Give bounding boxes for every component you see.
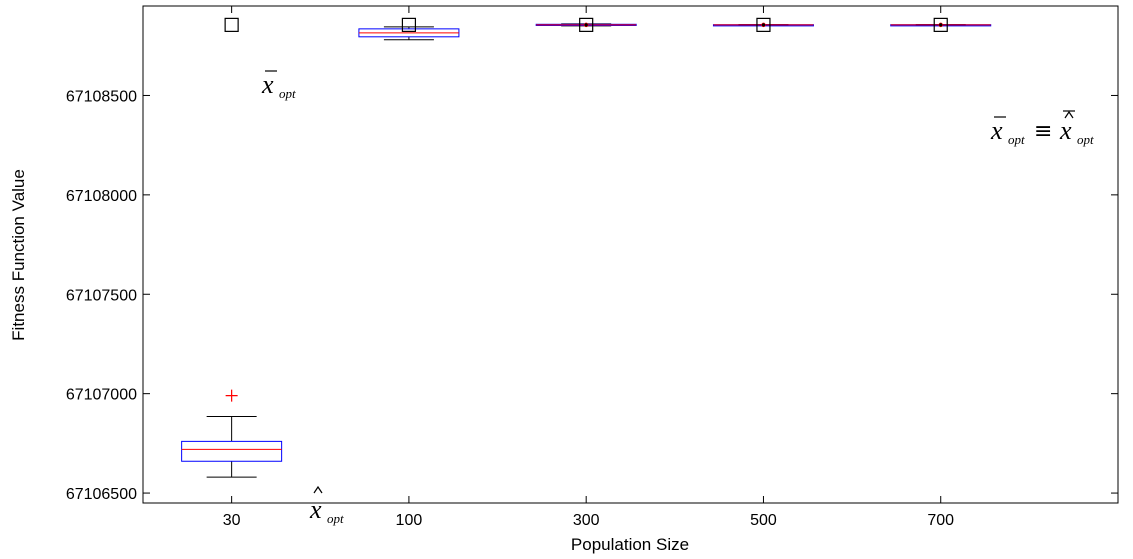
- x-axis-title: Population Size: [571, 535, 689, 554]
- plot-area: [142, 5, 1119, 504]
- y-axis: 67106500 67107000 67107500 67108000 67108500: [66, 88, 1118, 503]
- y-tick-label: 67107500: [66, 287, 137, 304]
- y-tick-label: 67108500: [66, 88, 137, 105]
- y-axis-title: Fitness Function Value: [9, 169, 28, 341]
- equiv-right-accent-hat: [1064, 110, 1074, 119]
- xbar-base: x: [261, 70, 274, 99]
- xhat-accent: [313, 485, 323, 494]
- equiv-right-sub: opt: [1077, 132, 1094, 147]
- x-tick-label: 100: [396, 512, 423, 529]
- x-axis: 30 100 300 500 700: [223, 6, 954, 529]
- x-tick-label: 300: [573, 512, 600, 529]
- equiv-left-base: x: [990, 116, 1003, 145]
- mean-marker-dot: [939, 23, 943, 27]
- y-tick-label: 67108000: [66, 188, 137, 205]
- xbar-sub: opt: [279, 86, 296, 101]
- x-tick-label: 500: [750, 512, 777, 529]
- equiv-relation: ≡: [1034, 119, 1052, 144]
- xhat-base: x: [309, 495, 322, 524]
- x-tick-label: 700: [927, 512, 954, 529]
- mean-marker-dot: [584, 23, 588, 27]
- equiv-right-base: x: [1059, 116, 1072, 145]
- x-tick-label: 30: [223, 512, 241, 529]
- mean-marker-square: [579, 17, 594, 32]
- mean-marker-square: [224, 17, 239, 32]
- box-30: [181, 389, 283, 478]
- box-body: [181, 440, 283, 462]
- xhat-opt-annotation: x opt: [309, 485, 344, 526]
- mean-marker-square: [933, 17, 948, 32]
- box-100: [358, 26, 460, 41]
- y-tick-label: 67106500: [66, 486, 137, 503]
- xbar-opt-annotation: x opt: [261, 70, 296, 101]
- mean-marker-square: [401, 17, 417, 32]
- y-tick-label: 67107000: [66, 387, 137, 404]
- mean-marker-square: [756, 17, 771, 32]
- mean-marker-dot: [761, 23, 766, 27]
- mean-markers: [224, 17, 948, 32]
- equiv-left-sub: opt: [1008, 132, 1025, 147]
- equiv-annotation: x opt ≡ x opt: [990, 110, 1094, 147]
- xhat-sub: opt: [327, 511, 344, 526]
- outlier-plus: [225, 389, 238, 402]
